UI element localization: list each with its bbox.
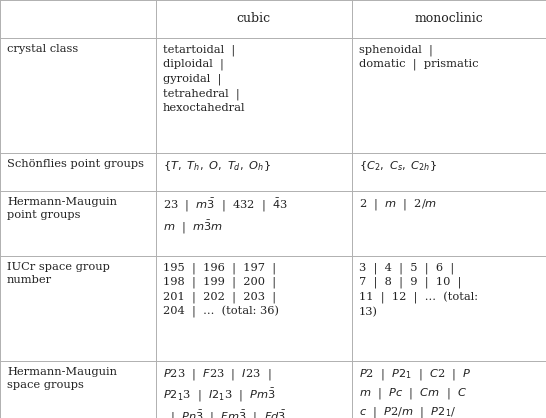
- Text: $P$23  |  $F$23  |  $I$23  |
$P2_1$3  |  $I2_1$3  |  $Pm\bar{3}$
  |  $Pn\bar{3}: $P$23 | $F$23 | $I$23 | $P2_1$3 | $I2_1$…: [163, 367, 286, 418]
- Text: 23  |  $m\bar{3}$  |  432  |  $\bar{4}$3
$m$  |  $m\bar{3}m$: 23 | $m\bar{3}$ | 432 | $\bar{4}$3 $m$ |…: [163, 197, 288, 236]
- Text: $P$2  |  $P2_1$  |  $C$2  |  $P$
$m$  |  $Pc$  |  $Cm$  |  $C$
$c$  |  $P$2/$m$ : $P$2 | $P2_1$ | $C$2 | $P$ $m$ | $Pc$ | …: [359, 367, 472, 418]
- Text: 3  |  4  |  5  |  6  |
7  |  8  |  9  |  10  |
11  |  12  |  …  (total:
13): 3 | 4 | 5 | 6 | 7 | 8 | 9 | 10 | 11 | 12…: [359, 262, 478, 317]
- Text: Hermann-Mauguin
point groups: Hermann-Mauguin point groups: [7, 197, 117, 220]
- Text: tetartoidal  |
diploidal  |
gyroidal  |
tetrahedral  |
hexoctahedral: tetartoidal | diploidal | gyroidal | tet…: [163, 44, 245, 113]
- Text: 2  |  $m$  |  2/$m$: 2 | $m$ | 2/$m$: [359, 197, 437, 212]
- Text: cubic: cubic: [237, 13, 271, 25]
- Text: Schönflies point groups: Schönflies point groups: [7, 159, 144, 169]
- Text: $\{C_2,\ C_s,\ C_{2h}\}$: $\{C_2,\ C_s,\ C_{2h}\}$: [359, 159, 437, 173]
- Text: Hermann-Mauguin
space groups: Hermann-Mauguin space groups: [7, 367, 117, 390]
- Text: IUCr space group
number: IUCr space group number: [7, 262, 110, 285]
- Text: crystal class: crystal class: [7, 44, 78, 54]
- Text: 195  |  196  |  197  |
198  |  199  |  200  |
201  |  202  |  203  |
204  |  …  : 195 | 196 | 197 | 198 | 199 | 200 | 201 …: [163, 262, 278, 319]
- Text: $\{T,\ T_h,\ O,\ T_d,\ O_h\}$: $\{T,\ T_h,\ O,\ T_d,\ O_h\}$: [163, 159, 271, 173]
- Text: sphenoidal  |
domatic  |  prismatic: sphenoidal | domatic | prismatic: [359, 44, 479, 70]
- Text: monoclinic: monoclinic: [415, 13, 483, 25]
